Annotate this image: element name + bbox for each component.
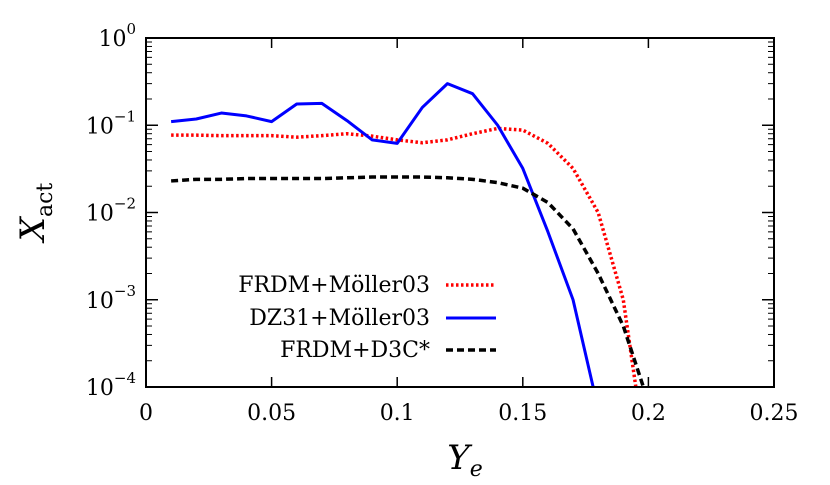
y-tick-label: 10−1 — [86, 107, 136, 139]
series-line-2 — [170, 82, 595, 388]
series-line-1 — [171, 126, 638, 388]
legend: FRDM+Möller03 DZ31+Möller03 FRDM+D3C* — [238, 273, 496, 363]
y-tick-label: 10−2 — [86, 195, 136, 227]
series-line-3 — [171, 175, 646, 388]
y-tick-label: 10−4 — [86, 369, 136, 401]
x-tick-label: 0.05 — [247, 401, 296, 426]
plot-frame — [145, 37, 775, 388]
svg-text:Xact: Xact — [13, 183, 58, 245]
series-lines — [170, 82, 646, 388]
legend-label-2: DZ31+Möller03 — [249, 306, 430, 331]
x-tick-label: 0.1 — [380, 401, 415, 426]
y-axis-title: Xact — [13, 183, 58, 245]
y-axis-title-sub: act — [33, 183, 58, 217]
x-axis-title-sub: e — [470, 457, 483, 482]
y-axis-title-base: X — [13, 215, 53, 244]
y-tick-label: 100 — [98, 20, 136, 52]
x-tick-label: 0.25 — [750, 401, 799, 426]
legend-label-3: FRDM+D3C* — [280, 338, 430, 363]
svg-text:Ye: Ye — [447, 438, 482, 482]
x-axis-title-base: Y — [447, 438, 473, 478]
x-tick-label: 0 — [139, 401, 153, 426]
x-axis-title: Ye — [447, 438, 482, 482]
legend-label-1: FRDM+Möller03 — [238, 273, 430, 298]
x-tick-label: 0.2 — [631, 401, 666, 426]
y-tick-label: 10−3 — [86, 282, 136, 314]
x-tick-label: 0.15 — [498, 401, 547, 426]
